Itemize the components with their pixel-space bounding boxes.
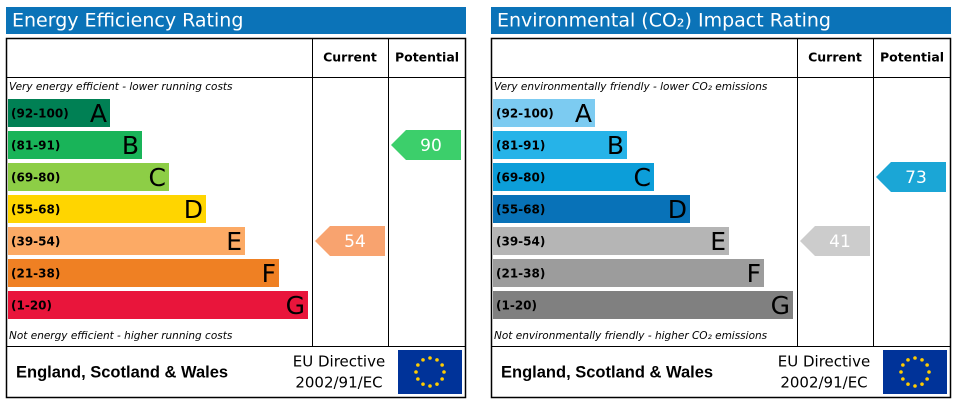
- frame: [490, 37, 952, 399]
- band-letter: D: [668, 195, 687, 224]
- rating-band: [493, 131, 627, 159]
- band-letter: E: [226, 227, 242, 256]
- top-note: Very energy efficient - lower running co…: [9, 81, 233, 93]
- band-range: (69-80): [11, 171, 60, 185]
- column-header: Potential: [395, 50, 459, 65]
- rating-band: [8, 163, 169, 191]
- rating-band: [8, 259, 279, 287]
- eu-star: [414, 370, 418, 374]
- band-range: (55-68): [496, 203, 545, 217]
- band-letter: E: [710, 227, 726, 256]
- rating-band: [493, 259, 764, 287]
- band-letter: G: [286, 291, 305, 320]
- eu-star: [901, 363, 905, 367]
- rating-band: [8, 131, 142, 159]
- band-range: (81-91): [496, 139, 545, 153]
- rating-band: [8, 291, 308, 319]
- band-range: (69-80): [496, 171, 545, 185]
- eu-star: [440, 363, 444, 367]
- rating-value: 73: [905, 168, 927, 188]
- rating-value: 90: [420, 136, 442, 156]
- footer-directive: 2002/91/EC: [295, 374, 382, 392]
- rating-band: [493, 163, 654, 191]
- title: Environmental (CO₂) Impact Rating: [497, 10, 831, 32]
- title-bar: [491, 7, 951, 34]
- eu-star: [906, 382, 910, 386]
- column-header: Potential: [880, 50, 944, 65]
- rating-band: [8, 227, 245, 255]
- band-range: (92-100): [11, 107, 69, 121]
- band-letter: B: [122, 131, 139, 160]
- bottom-note: Not environmentally friendly - higher CO…: [494, 330, 768, 342]
- eu-star: [428, 384, 432, 388]
- band-range: (1-20): [11, 299, 52, 313]
- frame: [5, 37, 467, 399]
- footer-region: England, Scotland & Wales: [16, 363, 228, 381]
- rating-band: [8, 195, 206, 223]
- eu-star: [428, 356, 432, 360]
- footer-directive: EU Directive: [293, 353, 385, 371]
- title: Energy Efficiency Rating: [12, 10, 243, 32]
- column-header: Current: [808, 50, 862, 65]
- eu-star: [901, 377, 905, 381]
- rating-value: 54: [344, 232, 366, 252]
- band-letter: C: [149, 163, 166, 192]
- eu-star: [435, 382, 439, 386]
- band-letter: D: [184, 195, 203, 224]
- band-letter: A: [575, 99, 592, 128]
- bottom-note: Not energy efficient - higher running co…: [9, 330, 233, 342]
- band-letter: B: [607, 131, 624, 160]
- footer-region: England, Scotland & Wales: [501, 363, 713, 381]
- rating-arrow: [800, 226, 870, 256]
- eu-star: [920, 382, 924, 386]
- footer-directive: EU Directive: [778, 353, 870, 371]
- band-range: (21-38): [496, 267, 545, 281]
- footer-directive: 2002/91/EC: [780, 374, 867, 392]
- eu-star: [899, 370, 903, 374]
- title-bar: [6, 7, 466, 34]
- rating-value: 41: [829, 232, 851, 252]
- top-note: Very environmentally friendly - lower CO…: [494, 81, 768, 93]
- band-range: (39-54): [11, 235, 60, 249]
- rating-band: [8, 99, 110, 127]
- eu-star: [416, 377, 420, 381]
- band-range: (81-91): [11, 139, 60, 153]
- band-letter: A: [90, 99, 107, 128]
- band-range: (1-20): [496, 299, 537, 313]
- rating-band: [493, 195, 690, 223]
- band-range: (55-68): [11, 203, 60, 217]
- eu-star: [442, 370, 446, 374]
- rating-arrow: [876, 162, 946, 192]
- eu-star: [440, 377, 444, 381]
- rating-arrow: [315, 226, 385, 256]
- band-range: (21-38): [11, 267, 60, 281]
- rating-arrow: [391, 130, 461, 160]
- eu-star: [416, 363, 420, 367]
- eu-star: [920, 358, 924, 362]
- eu-star: [925, 363, 929, 367]
- rating-band: [493, 99, 595, 127]
- band-letter: F: [262, 259, 276, 288]
- band-range: (39-54): [496, 235, 545, 249]
- eu-star: [925, 377, 929, 381]
- eu-star: [906, 358, 910, 362]
- eu-star: [421, 382, 425, 386]
- eu-star: [913, 356, 917, 360]
- band-letter: F: [747, 259, 761, 288]
- band-range: (92-100): [496, 107, 554, 121]
- rating-band: [493, 291, 793, 319]
- column-header: Current: [323, 50, 377, 65]
- band-letter: G: [771, 291, 790, 320]
- band-letter: C: [634, 163, 651, 192]
- rating-band: [493, 227, 729, 255]
- eu-star: [913, 384, 917, 388]
- eu-star: [421, 358, 425, 362]
- eu-star: [435, 358, 439, 362]
- eu-star: [927, 370, 931, 374]
